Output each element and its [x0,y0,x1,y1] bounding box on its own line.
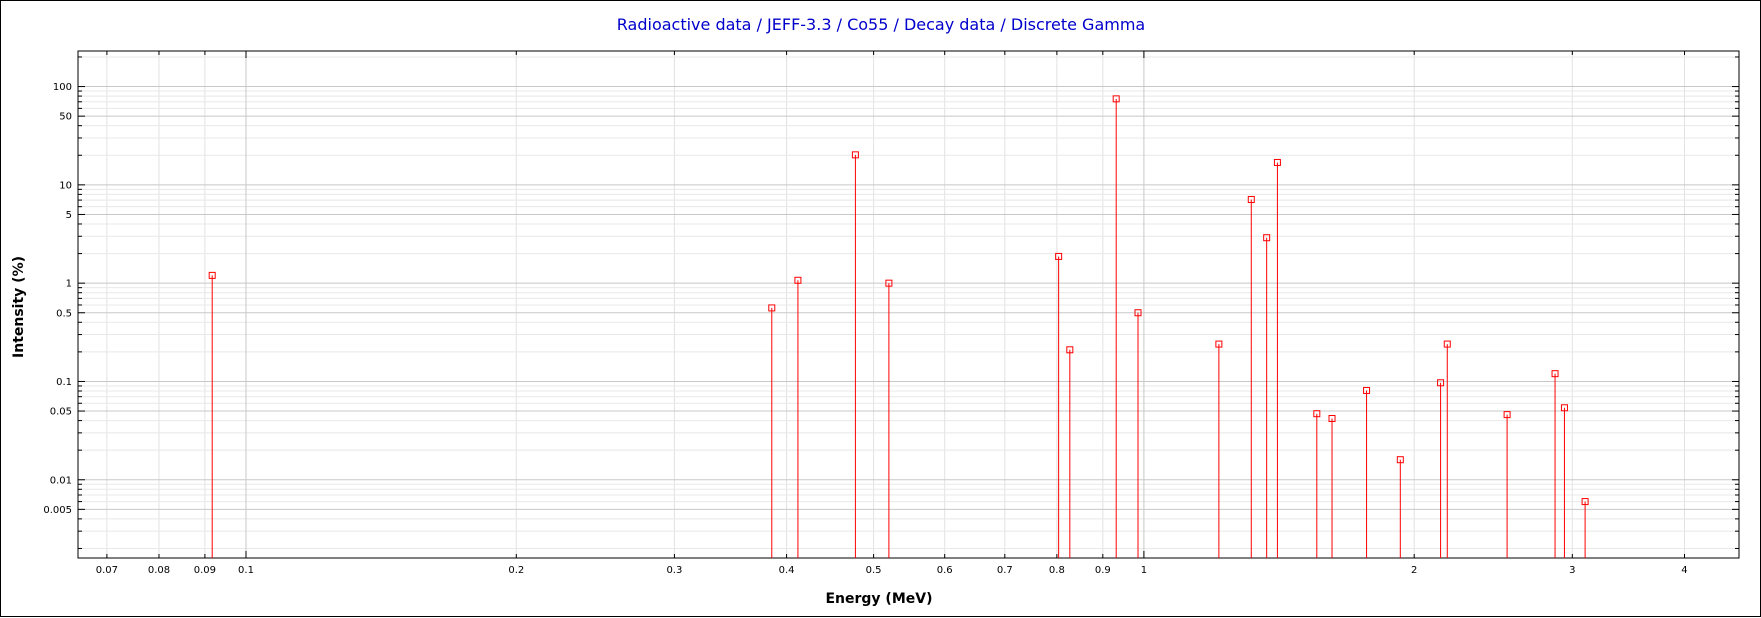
y-tick-label: 5 [66,210,72,221]
gamma-line-marker [768,304,776,312]
x-tick-label: 2 [1411,565,1417,576]
gamma-line-marker [1437,379,1445,387]
x-tick-label: 0.08 [148,565,170,576]
gamma-line-marker [1581,498,1589,506]
gamma-line-marker [208,271,216,279]
x-tick-label: 0.8 [1049,565,1065,576]
gamma-line-marker [1066,346,1074,354]
x-tick-label: 0.3 [666,565,682,576]
minor-grid [78,51,1739,558]
x-tick-label: 0.9 [1095,565,1111,576]
x-tick-label: 0.1 [238,565,254,576]
chart-title: Radioactive data / JEFF-3.3 / Co55 / Dec… [617,15,1145,34]
x-tick-label: 3 [1569,565,1575,576]
gamma-line-marker [1215,340,1223,348]
x-tick-label: 0.4 [779,565,795,576]
x-tick-label: 0.07 [96,565,118,576]
x-tick-label: 0.2 [508,565,524,576]
gamma-line-marker [1313,410,1321,418]
gamma-line-marker [1247,195,1255,203]
x-tick-labels: 0.07 0.08 0.09 0.1 0.2 0.3 0.4 0.5 0.6 0.7 0.8 0.9 1… [96,565,1688,576]
x-tick-label: 0.6 [937,565,953,576]
x-tick-label: 0.09 [194,565,216,576]
gamma-line-marker [1560,404,1568,412]
gamma-line-marker [851,151,859,159]
x-tick-label: 0.7 [997,565,1013,576]
y-tick-label: 0.005 [43,505,72,516]
axis-ticks [78,51,1739,558]
y-tick-label: 0.01 [50,475,72,486]
y-tick-label: 50 [59,112,72,123]
gamma-line-marker [1055,252,1063,260]
y-tick-label: 10 [59,180,72,191]
y-tick-label: 0.05 [50,407,72,418]
gamma-line-marker [1503,411,1511,419]
gamma-line-marker [1396,456,1404,464]
y-tick-labels: 100 50 10 5 1 0.5 0.1 0.05 0.01 0.005 [43,82,72,516]
y-tick-label: 100 [53,82,72,93]
major-grid [78,51,1739,558]
x-axis-label: Energy (MeV) [825,591,932,607]
data-series [208,95,1589,558]
gamma-line-marker [1328,414,1336,422]
gamma-line-marker [1263,234,1271,242]
y-tick-label: 0.1 [56,377,72,388]
gamma-line-marker [794,276,802,284]
gamma-line-marker [1551,370,1559,378]
gamma-line-marker [1134,309,1142,317]
gamma-line-marker [1443,340,1451,348]
x-tick-label: 1 [1141,565,1147,576]
y-tick-label: 1 [66,279,72,290]
gamma-line-marker [1273,158,1281,166]
x-tick-label: 4 [1681,565,1687,576]
gamma-line-marker [1363,386,1371,394]
y-axis-label: Intensity (%) [11,256,27,358]
gamma-line-marker [1112,95,1120,103]
y-tick-label: 0.5 [56,308,72,319]
x-tick-label: 0.5 [866,565,882,576]
gamma-line-marker [885,279,893,287]
